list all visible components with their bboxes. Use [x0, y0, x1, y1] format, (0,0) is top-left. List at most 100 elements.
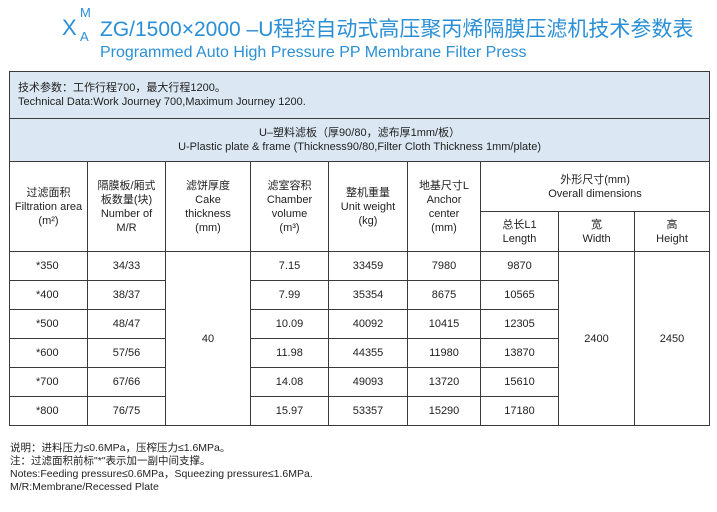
header-unit-weight: 整机重量 Unit weight (kg) — [328, 161, 408, 252]
note-line: 说明：进料压力≤0.6MPa，压榨压力≤1.6MPa。 — [10, 442, 231, 454]
header-text: 滤饼厚度 — [186, 179, 230, 192]
cell-weight: 33459 — [328, 251, 408, 281]
header-overall-dimensions: 外形尺寸(mm) Overall dimensions — [479, 161, 711, 212]
header-plate-count: 隔膜板/厢式 板数量(块) Number of M/R — [87, 161, 166, 252]
note-line: M/R:Membrane/Recessed Plate — [10, 481, 159, 493]
cell-volume: 7.99 — [250, 280, 329, 310]
header-text: Filtration area — [14, 200, 83, 213]
header-text: Length — [502, 232, 537, 245]
cell-anchor: 11980 — [407, 338, 481, 368]
cell-area: *800 — [9, 396, 88, 426]
model-prefix-sub: A — [80, 29, 89, 44]
cell-anchor: 10415 — [407, 309, 481, 339]
header-text: 高 — [666, 218, 678, 231]
model-prefix-letter: X — [62, 15, 77, 40]
cell-volume: 14.08 — [250, 367, 329, 397]
header-text: (kg) — [358, 214, 378, 227]
header-text: thickness — [185, 207, 231, 220]
cell-length: 9870 — [480, 251, 559, 281]
cell-weight: 53357 — [328, 396, 408, 426]
table-row: *600 57/56 11.98 44355 11980 13870 — [9, 338, 710, 368]
header-text: volume — [271, 207, 308, 220]
cell-area: *500 — [9, 309, 88, 339]
header-cake-thickness: 滤饼厚度 Cake thickness (mm) — [165, 161, 251, 252]
header-text: 总长L1 — [502, 218, 537, 231]
cell-weight: 40092 — [328, 309, 408, 339]
header-filtration-area: 过滤面积 Filtration area (m²) — [9, 161, 88, 252]
header-height: 高 Height — [633, 211, 711, 252]
cell-anchor: 7980 — [407, 251, 481, 281]
header-text: 地基尺寸L — [418, 179, 470, 192]
notes-block: 说明：进料压力≤0.6MPa，压榨压力≤1.6MPa。 注：过滤面积前标"*"表… — [10, 442, 313, 494]
cell-length: 15610 — [480, 367, 559, 397]
header-text: (mm) — [431, 221, 457, 234]
cell-plates: 57/56 — [87, 338, 166, 368]
cell-area: *400 — [9, 280, 88, 310]
note-line: 注：过滤面积前标"*"表示加一副中间支撑。 — [10, 455, 211, 467]
header-text: Unit weight — [340, 200, 396, 213]
title-english: Programmed Auto High Pressure PP Membran… — [100, 44, 527, 61]
cell-plates: 34/33 — [87, 251, 166, 281]
note-line: Notes:Feeding pressure≤0.6MPa，Squeezing … — [10, 468, 313, 480]
cell-area: *700 — [9, 367, 88, 397]
header-text: Number of — [100, 207, 153, 220]
header-text: 滤室容积 — [267, 179, 312, 192]
header-text: Chamber — [266, 193, 313, 206]
table-row: *500 48/47 10.09 40092 10415 12305 — [9, 309, 710, 339]
header-text: 整机重量 — [346, 186, 390, 199]
cell-weight: 35354 — [328, 280, 408, 310]
header-text: (m²) — [38, 214, 59, 227]
cell-volume: 15.97 — [250, 396, 329, 426]
plate-spec-en: U-Plastic plate & frame (Thickness90/80,… — [178, 141, 541, 153]
header-chamber-volume: 滤室容积 Chamber volume (m³) — [250, 161, 329, 252]
header-anchor-center: 地基尺寸L Anchor center (mm) — [407, 161, 481, 252]
cell-weight: 44355 — [328, 338, 408, 368]
header-width: 宽 Width — [558, 211, 635, 252]
cell-volume: 7.15 — [250, 251, 329, 281]
cell-plates: 48/47 — [87, 309, 166, 339]
plate-spec-cell: U–塑料滤板（厚90/80，滤布厚1mm/板） U-Plastic plate … — [8, 118, 711, 162]
cell-plates: 38/37 — [87, 280, 166, 310]
tech-data-cell: 技术参数：工作行程700，最大行程1200。 Technical Data:Wo… — [8, 71, 711, 119]
title-chinese: ZG/1500×2000 –U程控自动式高压聚丙烯隔膜压滤机技术参数表 — [100, 18, 694, 41]
cell-height: 2450 — [633, 251, 711, 426]
header-text: Cake — [195, 193, 221, 206]
header-text: 外形尺寸(mm) — [560, 173, 630, 186]
header-text: Width — [582, 232, 611, 245]
header-length: 总长L1 Length — [480, 211, 559, 252]
table-row: *350 34/33 40 7.15 33459 7980 9870 2400 … — [9, 251, 711, 426]
cell-volume: 10.09 — [250, 309, 329, 339]
header-text: Height — [656, 232, 688, 245]
header-text: Anchor — [426, 193, 462, 206]
table-row: *800 76/75 15.97 53357 15290 17180 — [9, 396, 710, 426]
header-text: M/R — [116, 221, 137, 234]
cell-anchor: 8675 — [407, 280, 481, 310]
cell-weight: 49093 — [328, 367, 408, 397]
cell-length: 17180 — [480, 396, 559, 426]
cell-length: 10565 — [480, 280, 559, 310]
cell-anchor: 13720 — [407, 367, 481, 397]
header-text: 过滤面积 — [26, 186, 71, 199]
model-prefix-sup: M — [80, 5, 91, 20]
model-prefix: X M A — [62, 5, 91, 44]
cell-length: 13870 — [480, 338, 559, 368]
cell-volume: 11.98 — [250, 338, 329, 368]
header-text: 隔膜板/厢式 — [97, 179, 156, 192]
header-text: (mm) — [195, 221, 221, 234]
cell-plates: 67/66 — [87, 367, 166, 397]
title-block: X M A ZG/1500×2000 –U程控自动式高压聚丙烯隔膜压滤机技术参数… — [0, 0, 717, 70]
header-text: 宽 — [591, 218, 602, 231]
header-text: (m³) — [279, 221, 300, 234]
cell-cake-thickness: 40 — [165, 251, 251, 426]
plate-spec-cn: U–塑料滤板（厚90/80，滤布厚1mm/板） — [258, 127, 461, 139]
spec-table: 技术参数：工作行程700，最大行程1200。 Technical Data:Wo… — [8, 71, 711, 426]
tech-data-cn: 技术参数：工作行程700，最大行程1200。 — [18, 82, 226, 94]
header-text: center — [428, 207, 460, 220]
table-row: *700 67/66 14.08 49093 13720 15610 — [9, 367, 710, 397]
tech-data-en: Technical Data:Work Journey 700,Maximum … — [18, 96, 306, 108]
table-row: *400 38/37 7.99 35354 8675 10565 — [9, 280, 710, 310]
cell-width: 2400 — [558, 251, 635, 426]
cell-length: 12305 — [480, 309, 559, 339]
cell-area: *350 — [9, 251, 88, 281]
cell-area: *600 — [9, 338, 88, 368]
